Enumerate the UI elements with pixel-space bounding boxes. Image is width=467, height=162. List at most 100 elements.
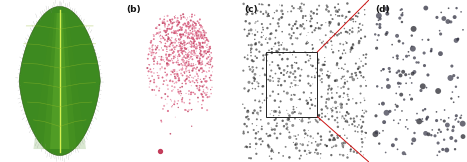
Point xyxy=(206,47,214,50)
Point xyxy=(307,25,314,28)
Point xyxy=(257,143,265,146)
Point xyxy=(404,127,411,130)
Point xyxy=(267,113,274,115)
Point xyxy=(171,69,178,71)
Point xyxy=(156,69,164,71)
Point xyxy=(296,118,304,121)
Point xyxy=(204,88,212,90)
Point xyxy=(186,51,193,53)
Point xyxy=(313,71,321,74)
Point xyxy=(349,44,357,46)
Point xyxy=(198,67,205,69)
Point xyxy=(191,81,198,84)
Polygon shape xyxy=(34,13,86,149)
Point xyxy=(200,55,207,58)
Point xyxy=(306,20,314,23)
Point xyxy=(452,140,460,142)
Point xyxy=(158,65,166,68)
Point xyxy=(153,46,161,49)
Point xyxy=(185,58,193,61)
Point xyxy=(158,47,165,49)
Point xyxy=(196,44,204,46)
Point xyxy=(340,117,347,119)
Point xyxy=(177,63,185,65)
Point xyxy=(292,84,299,87)
Point xyxy=(196,62,203,64)
Point xyxy=(250,60,258,63)
Point xyxy=(434,90,442,92)
Point xyxy=(280,90,288,93)
Point xyxy=(326,130,333,133)
Point xyxy=(149,53,156,55)
Point xyxy=(269,61,276,63)
Point xyxy=(176,92,183,95)
Point xyxy=(357,37,365,40)
Point xyxy=(315,114,323,116)
Point xyxy=(174,73,181,75)
Point xyxy=(275,93,282,95)
Point xyxy=(443,149,451,151)
Point xyxy=(184,76,192,78)
Point xyxy=(268,109,276,112)
Point xyxy=(341,141,348,144)
Point xyxy=(194,38,201,40)
Point xyxy=(379,129,387,132)
Point xyxy=(172,31,180,33)
Point xyxy=(149,33,157,36)
Point xyxy=(198,45,205,48)
Point xyxy=(188,84,195,87)
Point xyxy=(207,79,214,82)
Point xyxy=(340,68,347,71)
Point xyxy=(177,33,184,36)
Point xyxy=(177,27,185,30)
Point xyxy=(306,151,313,154)
Point xyxy=(198,63,205,66)
Point xyxy=(290,50,297,53)
Point xyxy=(176,21,183,24)
Point xyxy=(175,45,183,48)
Point xyxy=(172,54,179,56)
Point xyxy=(193,55,200,57)
Point xyxy=(309,47,317,50)
Point xyxy=(157,58,165,61)
Point xyxy=(164,110,172,112)
Point xyxy=(159,49,167,51)
Point xyxy=(161,38,169,41)
Point xyxy=(276,68,283,70)
Point xyxy=(185,69,193,72)
Point xyxy=(156,17,164,20)
Point xyxy=(147,68,154,71)
Point xyxy=(332,144,340,147)
Point xyxy=(254,20,262,22)
Point xyxy=(248,59,256,62)
Point xyxy=(204,50,212,53)
Point xyxy=(262,36,270,39)
Point xyxy=(336,15,343,17)
Point xyxy=(150,78,158,81)
Point xyxy=(178,47,185,50)
Point xyxy=(160,104,168,107)
Point xyxy=(400,98,408,101)
Point xyxy=(258,36,265,38)
Point xyxy=(297,25,304,28)
Point xyxy=(177,38,184,41)
Point xyxy=(179,50,186,52)
Point xyxy=(309,31,316,34)
Point xyxy=(206,78,214,81)
Point xyxy=(339,14,346,17)
Point xyxy=(349,27,356,29)
Point xyxy=(268,157,275,160)
Point xyxy=(177,36,185,38)
Point xyxy=(304,40,311,43)
Point xyxy=(292,79,300,82)
Point xyxy=(196,59,204,62)
Point xyxy=(166,55,173,58)
Point xyxy=(183,75,191,77)
Point xyxy=(410,28,417,30)
Point xyxy=(146,47,153,50)
Point xyxy=(274,77,282,80)
Point xyxy=(158,66,166,69)
Point xyxy=(451,16,459,18)
Point xyxy=(325,10,333,13)
Point xyxy=(340,43,347,46)
